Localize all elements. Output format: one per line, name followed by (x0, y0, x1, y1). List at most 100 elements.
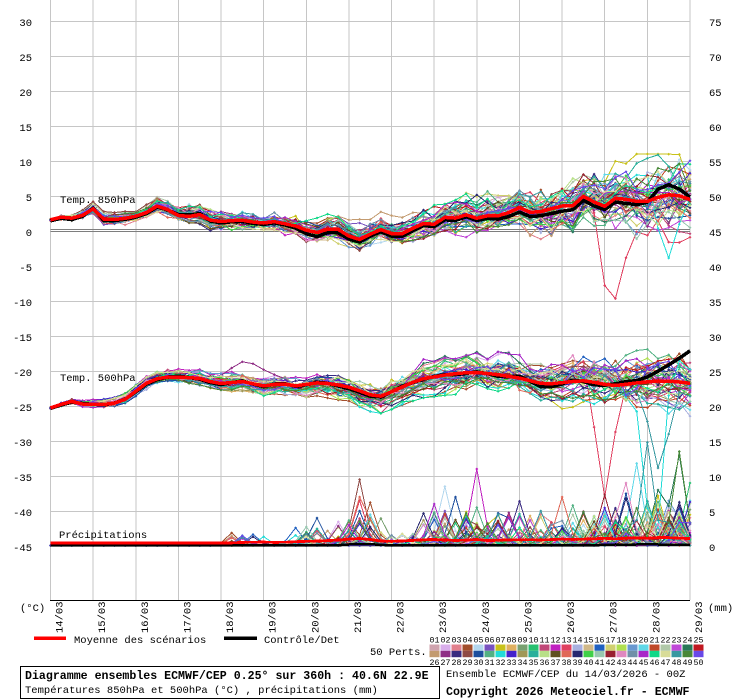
svg-text:-10: -10 (13, 298, 32, 310)
svg-text:42: 42 (606, 659, 616, 668)
svg-text:45: 45 (639, 659, 649, 668)
svg-text:Moyenne des scénarios: Moyenne des scénarios (74, 635, 206, 647)
svg-text:34: 34 (518, 659, 528, 668)
svg-text:45: 45 (709, 228, 722, 240)
svg-text:44: 44 (628, 659, 638, 668)
svg-text:20: 20 (709, 403, 722, 415)
svg-text:25: 25 (709, 368, 722, 380)
svg-text:05: 05 (474, 637, 484, 646)
svg-text:15: 15 (19, 123, 32, 135)
svg-text:10: 10 (709, 473, 722, 485)
svg-text:Précipitations: Précipitations (59, 530, 147, 542)
svg-text:30: 30 (474, 659, 484, 668)
svg-text:40: 40 (709, 263, 722, 275)
svg-text:-5: -5 (19, 263, 32, 275)
svg-text:5: 5 (709, 508, 715, 520)
svg-text:38: 38 (562, 659, 572, 668)
svg-text:75: 75 (709, 18, 722, 30)
svg-text:20/03: 20/03 (310, 601, 322, 633)
svg-text:22/03: 22/03 (396, 601, 408, 633)
svg-text:21/03: 21/03 (353, 601, 365, 633)
svg-text:39: 39 (573, 659, 583, 668)
svg-text:23/03: 23/03 (438, 601, 450, 633)
svg-text:18: 18 (617, 637, 627, 646)
svg-text:(mm): (mm) (708, 603, 733, 615)
svg-text:24/03: 24/03 (481, 601, 493, 633)
svg-text:15: 15 (584, 637, 594, 646)
svg-text:20: 20 (639, 637, 649, 646)
svg-text:26/03: 26/03 (566, 601, 578, 633)
svg-text:31: 31 (485, 659, 495, 668)
svg-text:10: 10 (529, 637, 539, 646)
svg-text:32: 32 (496, 659, 506, 668)
svg-text:Ensemble ECMWF/CEP du 14/03/20: Ensemble ECMWF/CEP du 14/03/2026 - 00Z (446, 669, 685, 681)
svg-text:13: 13 (562, 637, 572, 646)
svg-text:43: 43 (617, 659, 627, 668)
svg-text:-25: -25 (13, 403, 32, 415)
svg-text:-20: -20 (13, 368, 32, 380)
svg-text:30: 30 (709, 333, 722, 345)
svg-text:25: 25 (19, 53, 32, 65)
svg-text:27/03: 27/03 (609, 601, 621, 633)
svg-text:Temp. 850hPa: Temp. 850hPa (60, 195, 136, 207)
svg-text:25: 25 (694, 637, 704, 646)
svg-text:04: 04 (463, 637, 473, 646)
svg-text:50 Perts.: 50 Perts. (370, 647, 427, 659)
svg-text:28/03: 28/03 (651, 601, 663, 633)
svg-text:01: 01 (430, 637, 440, 646)
svg-text:-40: -40 (13, 508, 32, 520)
svg-text:22: 22 (661, 637, 671, 646)
svg-text:12: 12 (551, 637, 561, 646)
svg-text:40: 40 (584, 659, 594, 668)
svg-text:18/03: 18/03 (225, 601, 237, 633)
svg-text:10: 10 (19, 158, 32, 170)
svg-text:29/03: 29/03 (694, 601, 706, 633)
svg-text:06: 06 (485, 637, 495, 646)
svg-text:14/03: 14/03 (55, 601, 67, 633)
svg-text:0: 0 (26, 228, 32, 240)
svg-text:36: 36 (540, 659, 550, 668)
svg-text:16/03: 16/03 (140, 601, 152, 633)
svg-text:46: 46 (650, 659, 660, 668)
svg-text:27: 27 (441, 659, 451, 668)
svg-text:29: 29 (463, 659, 473, 668)
svg-text:15/03: 15/03 (97, 601, 109, 633)
svg-text:19/03: 19/03 (268, 601, 280, 633)
svg-text:14: 14 (573, 637, 583, 646)
svg-text:23: 23 (672, 637, 682, 646)
svg-text:60: 60 (709, 123, 722, 135)
svg-text:-35: -35 (13, 473, 32, 485)
svg-text:41: 41 (595, 659, 605, 668)
svg-text:Contrôle/Det: Contrôle/Det (264, 635, 340, 647)
svg-text:33: 33 (507, 659, 517, 668)
svg-text:25/03: 25/03 (524, 601, 536, 633)
svg-text:15: 15 (709, 438, 722, 450)
svg-text:35: 35 (529, 659, 539, 668)
svg-text:Diagramme ensembles ECMWF/CEP: Diagramme ensembles ECMWF/CEP 0.25° sur … (25, 670, 429, 683)
svg-text:47: 47 (661, 659, 671, 668)
svg-text:48: 48 (672, 659, 682, 668)
svg-text:-30: -30 (13, 438, 32, 450)
svg-text:26: 26 (430, 659, 440, 668)
svg-text:Copyright 2026 Meteociel.fr -: Copyright 2026 Meteociel.fr - ECMWF (446, 686, 690, 699)
svg-text:Températures 850hPa et 500hPa: Températures 850hPa et 500hPa (°C) , pré… (25, 685, 378, 697)
svg-text:09: 09 (518, 637, 528, 646)
svg-text:17/03: 17/03 (182, 601, 194, 633)
svg-text:49: 49 (683, 659, 693, 668)
svg-text:-45: -45 (13, 543, 32, 555)
svg-text:03: 03 (452, 637, 462, 646)
svg-text:(°C): (°C) (20, 603, 45, 615)
svg-text:24: 24 (683, 637, 693, 646)
svg-text:55: 55 (709, 158, 722, 170)
svg-text:37: 37 (551, 659, 561, 668)
svg-text:28: 28 (452, 659, 462, 668)
svg-text:19: 19 (628, 637, 638, 646)
svg-text:70: 70 (709, 53, 722, 65)
svg-text:Temp. 500hPa: Temp. 500hPa (60, 373, 136, 385)
svg-text:17: 17 (606, 637, 616, 646)
svg-text:50: 50 (709, 193, 722, 205)
svg-text:07: 07 (496, 637, 506, 646)
svg-text:02: 02 (441, 637, 451, 646)
svg-text:-15: -15 (13, 333, 32, 345)
svg-text:65: 65 (709, 88, 722, 100)
